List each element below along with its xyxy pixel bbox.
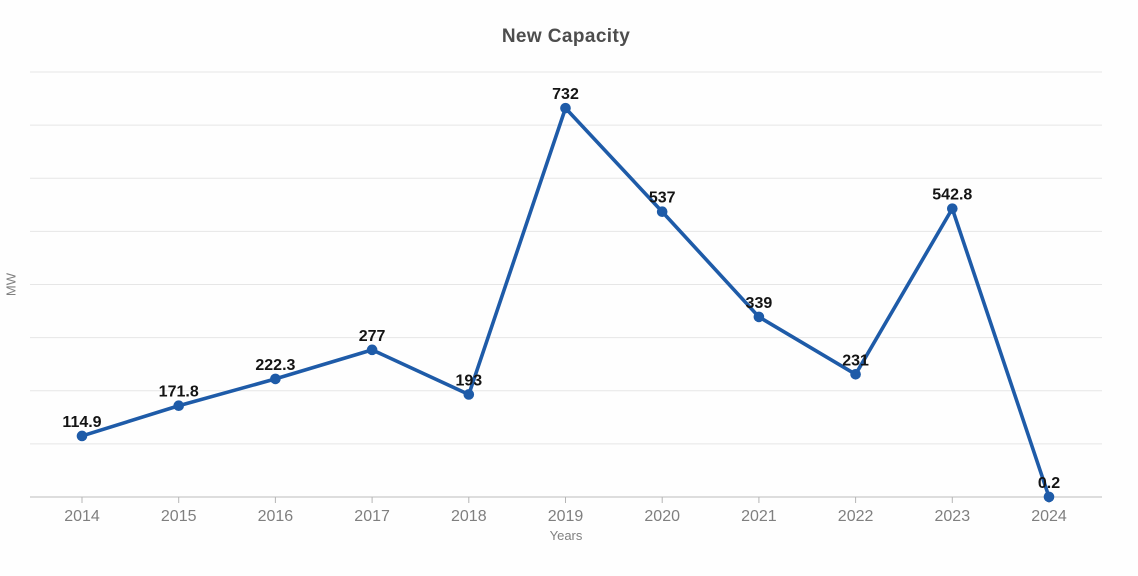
data-point-marker[interactable] bbox=[947, 203, 958, 214]
x-tick-label: 2020 bbox=[644, 508, 680, 525]
data-point-label: 537 bbox=[649, 190, 676, 207]
x-axis-label: Years bbox=[549, 528, 583, 543]
data-point-label: 277 bbox=[359, 328, 386, 345]
x-tick-label: 2018 bbox=[451, 508, 487, 525]
x-tick-label: 2017 bbox=[354, 508, 390, 525]
data-point-label: 732 bbox=[552, 86, 579, 103]
data-point-marker[interactable] bbox=[366, 344, 378, 356]
data-point-marker[interactable] bbox=[850, 368, 861, 380]
data-point-label: 339 bbox=[746, 295, 773, 312]
data-point-label: 193 bbox=[455, 372, 482, 389]
x-tick-label: 2019 bbox=[548, 508, 584, 525]
data-point-marker[interactable] bbox=[656, 206, 668, 218]
data-point-marker[interactable] bbox=[463, 389, 475, 400]
x-tick-label: 2014 bbox=[64, 508, 100, 525]
data-point-label: 114.9 bbox=[62, 414, 101, 431]
data-point-marker[interactable] bbox=[173, 400, 184, 412]
data-point-marker[interactable] bbox=[270, 373, 281, 385]
data-point-label: 542.8 bbox=[932, 187, 972, 204]
x-tick-label: 2022 bbox=[838, 508, 874, 525]
data-point-marker[interactable] bbox=[753, 311, 765, 323]
data-point-label: 171.8 bbox=[159, 384, 199, 401]
data-point-label: 222.3 bbox=[255, 357, 295, 374]
data-point-label: 231 bbox=[842, 352, 869, 369]
x-tick-label: 2021 bbox=[741, 508, 777, 525]
x-tick-label: 2023 bbox=[935, 508, 971, 525]
x-tick-label: 2015 bbox=[161, 508, 197, 525]
x-tick-label: 2016 bbox=[258, 508, 294, 525]
chart-title: New Capacity bbox=[501, 26, 631, 47]
data-point-marker[interactable] bbox=[560, 102, 571, 114]
data-point-label: 0.2 bbox=[1038, 475, 1060, 492]
series-line bbox=[80, 106, 1051, 499]
data-point-marker[interactable] bbox=[76, 430, 88, 442]
y-axis-label: MW bbox=[3, 272, 19, 297]
data-point-marker[interactable] bbox=[1043, 491, 1055, 503]
x-tick-label: 2024 bbox=[1031, 508, 1067, 525]
